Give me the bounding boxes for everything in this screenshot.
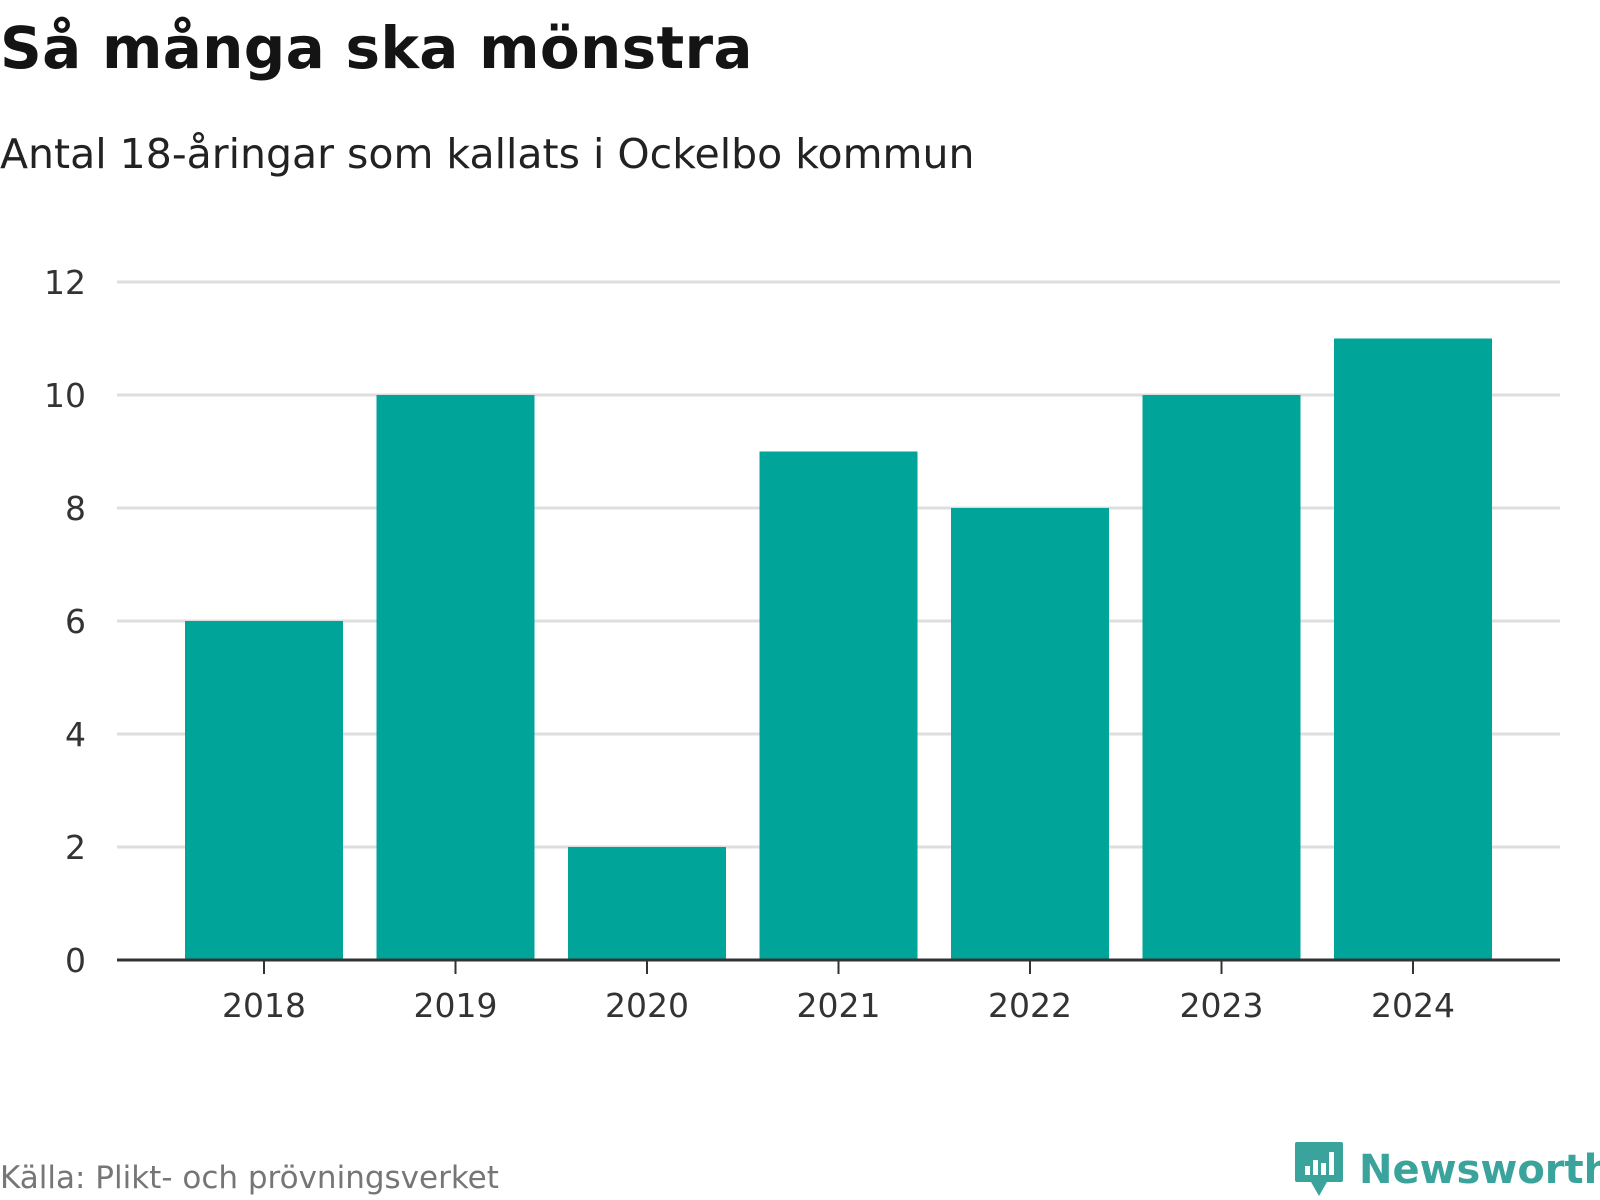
newsworthy-logo-icon xyxy=(1295,1142,1343,1196)
bar-2023 xyxy=(1142,395,1301,960)
bar-2024 xyxy=(1334,338,1492,960)
y-tick-label: 0 xyxy=(65,941,86,980)
x-axis-ticks: 2018 2019 2020 2021 2022 2023 2024 xyxy=(222,960,1455,1025)
x-tick-label: 2019 xyxy=(414,986,498,1025)
bar-chart: 0 2 4 6 8 10 12 2018 2019 2020 2021 2022 2023 2024 xyxy=(44,263,1560,1025)
y-tick-label: 8 xyxy=(65,489,86,528)
source-note: Källa: Plikt- och prövningsverket xyxy=(0,1160,499,1196)
chart-title: Så många ska mönstra xyxy=(0,14,753,82)
x-tick-label: 2022 xyxy=(988,986,1072,1025)
bar-2019 xyxy=(376,395,535,960)
y-tick-label: 2 xyxy=(65,828,86,867)
bar-2018 xyxy=(185,621,343,960)
x-tick-label: 2021 xyxy=(797,986,881,1025)
y-axis-ticks: 0 2 4 6 8 10 12 xyxy=(44,263,86,980)
brand-logo: Newsworthy xyxy=(1293,1140,1600,1200)
bars xyxy=(185,338,1492,960)
brand-name: Newsworthy xyxy=(1359,1147,1600,1193)
y-tick-label: 6 xyxy=(65,602,86,641)
bar-2021 xyxy=(759,451,918,960)
x-tick-label: 2018 xyxy=(222,986,306,1025)
y-tick-label: 10 xyxy=(44,376,86,415)
y-tick-label: 4 xyxy=(65,715,86,754)
x-tick-label: 2020 xyxy=(605,986,689,1025)
chart-subtitle: Antal 18-åringar som kallats i Ockelbo k… xyxy=(0,130,975,178)
bar-2022 xyxy=(951,508,1109,960)
x-tick-label: 2024 xyxy=(1371,986,1455,1025)
y-tick-label: 12 xyxy=(44,263,86,302)
x-tick-label: 2023 xyxy=(1180,986,1264,1025)
bar-2020 xyxy=(568,847,726,960)
